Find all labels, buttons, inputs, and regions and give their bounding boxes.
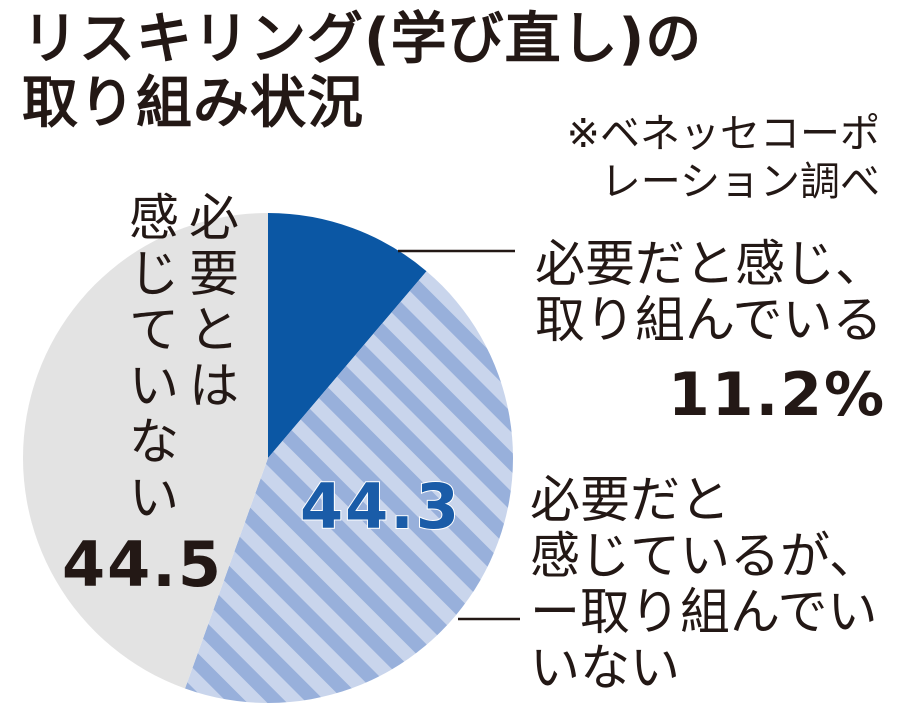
slice-label-2-line3: ー取り組んでい xyxy=(530,583,878,641)
slice-label-3-col1: 必要とは xyxy=(189,189,239,415)
slice-label-2-line1: 必要だと xyxy=(530,471,730,529)
slice-label-2: 必要だと 感じているが、 ー取り組んでい いない xyxy=(530,472,879,696)
source-note: ※ベネッセコーポ レーション調べ xyxy=(470,110,880,206)
slice-label-2-line2: 感じているが、 xyxy=(530,527,879,585)
slice-label-1: 必要だと感じ、 取り組んでいる xyxy=(535,236,885,348)
slice-label-3-col2: 感じていない xyxy=(129,189,179,527)
slice-value-3: 44.5 xyxy=(62,528,223,601)
slice-value-2: 44.3 xyxy=(299,469,461,544)
slice-value-1: 11.2% xyxy=(668,360,887,430)
slice-label-3: 必要とは 感じていない xyxy=(120,190,250,550)
slice-label-1-line2: 取り組んでいる xyxy=(535,291,883,349)
source-note-line2: レーション調べ xyxy=(600,159,880,205)
chart-title-line1: リスキリング(学び直し)の xyxy=(22,7,703,72)
pie-slice-2 xyxy=(185,271,513,703)
chart-title: リスキリング(学び直し)の 取り組み状況 xyxy=(22,8,702,136)
pie-slice-1 xyxy=(268,213,427,458)
chart-title-line2: 取り組み状況 xyxy=(22,71,364,136)
pie-slice-3 xyxy=(23,213,269,689)
slice-label-2-line4: いない xyxy=(530,639,680,697)
source-note-line1: ※ベネッセコーポ xyxy=(566,111,880,157)
slice-label-1-line1: 必要だと感じ、 xyxy=(535,235,885,293)
